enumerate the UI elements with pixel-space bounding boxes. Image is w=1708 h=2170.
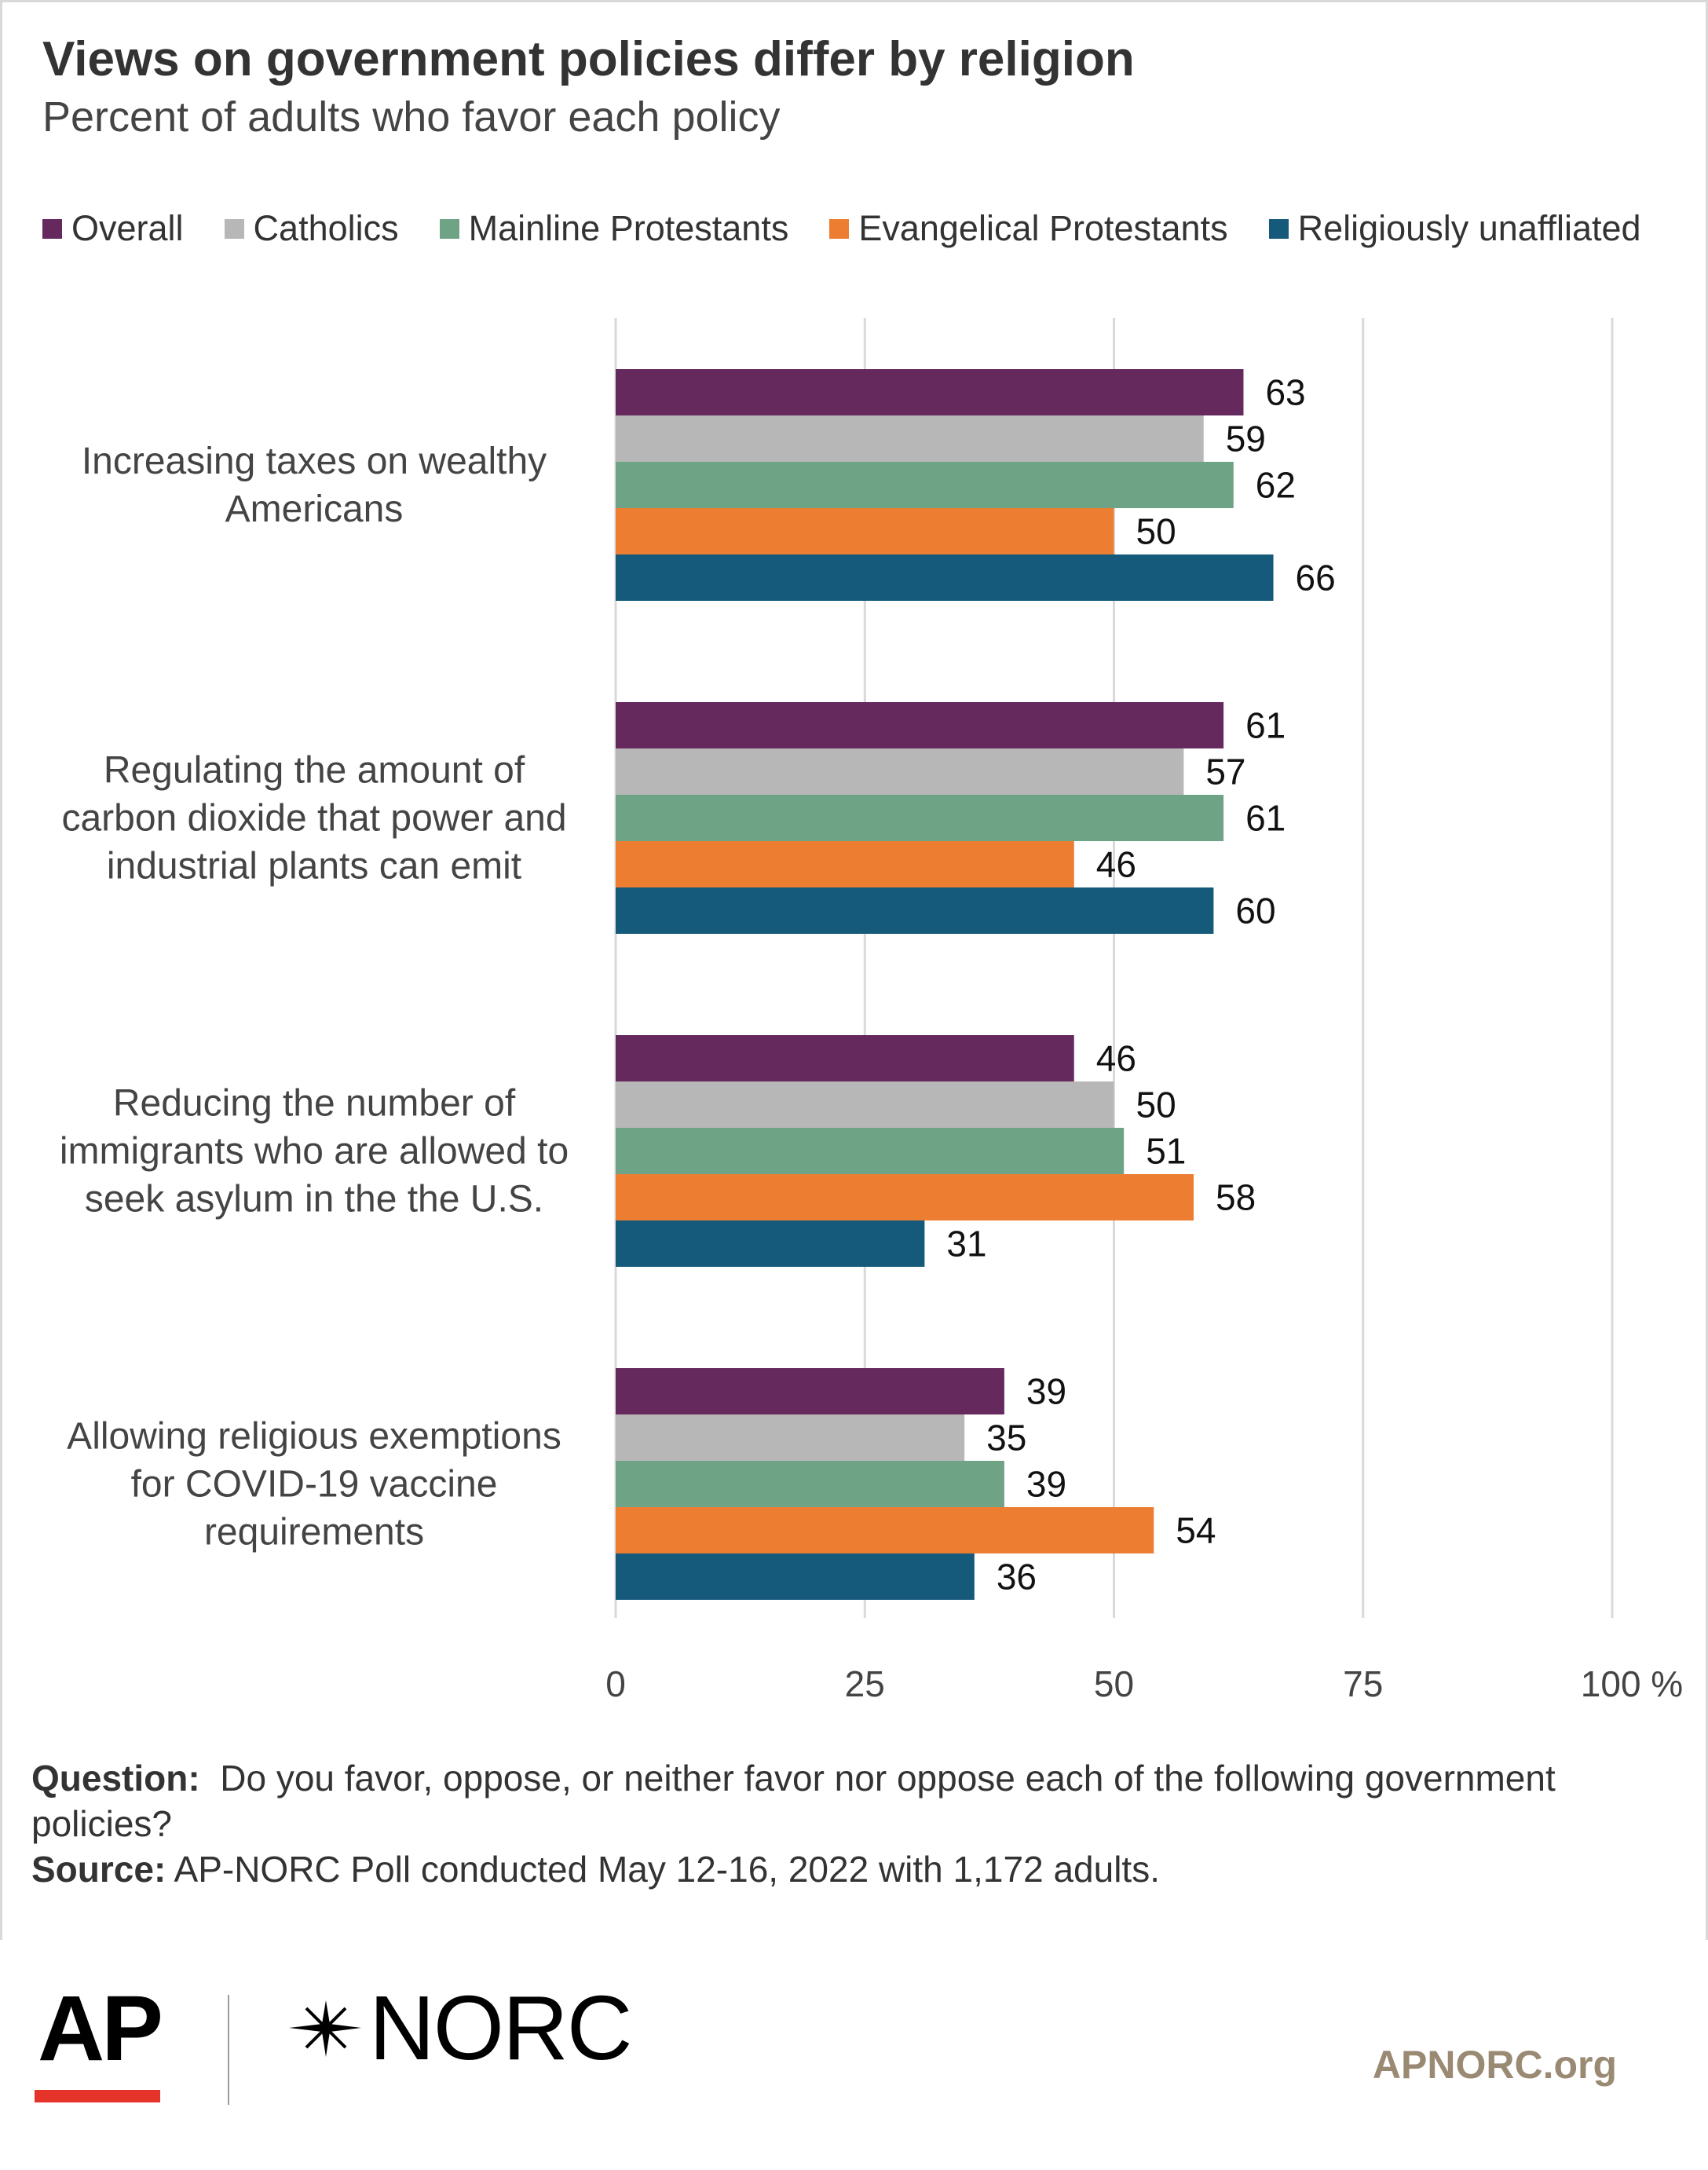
bar (616, 748, 1184, 795)
data-label: 46 (1096, 1038, 1136, 1079)
data-label: 62 (1256, 465, 1296, 506)
chart-title: Views on government policies differ by r… (42, 32, 1135, 86)
legend-swatch (829, 218, 850, 239)
category-label: Regulating the amount of (104, 750, 525, 792)
data-label: 36 (997, 1557, 1037, 1597)
bar (616, 1368, 1004, 1414)
category-label: Increasing taxes on wealthy (82, 441, 547, 482)
bar (616, 1220, 925, 1267)
footer (0, 1940, 1708, 2170)
bar (616, 554, 1274, 601)
ap-logo: AP (38, 1977, 163, 2080)
legend-item-unaffiliated: Religiously unaffliated (1268, 208, 1641, 249)
category-label: Americans (225, 489, 404, 530)
data-label: 61 (1245, 798, 1286, 839)
ap-logo-underline (35, 2090, 160, 2102)
data-label: 58 (1216, 1177, 1256, 1218)
legend-label: Mainline Protestants (468, 208, 789, 248)
legend-swatch (439, 218, 459, 239)
bar (616, 415, 1204, 462)
question-label: Question: (31, 1758, 200, 1799)
source-label: Source: (31, 1849, 166, 1890)
x-tick-label: 75 (1343, 1663, 1383, 1704)
legend-swatch (224, 218, 244, 239)
data-label: 50 (1136, 511, 1176, 552)
chart-subtitle: Percent of adults who favor each policy (42, 93, 781, 141)
data-label: 61 (1245, 705, 1286, 746)
category-label: Allowing religious exemptions (67, 1416, 561, 1458)
chart-notes: Question: Do you favor, oppose, or neith… (31, 1755, 1673, 1892)
norc-star-icon (289, 2000, 361, 2057)
x-tick-label: 0 (605, 1663, 626, 1704)
question-note: Question: Do you favor, oppose, or neith… (31, 1755, 1673, 1846)
bar (616, 1081, 1114, 1128)
legend-label: Overall (71, 208, 184, 248)
bar (616, 1174, 1194, 1220)
legend-label: Catholics (253, 208, 399, 248)
bar (616, 1553, 975, 1600)
legend-item-overall: Overall (42, 208, 184, 249)
data-label: 66 (1296, 558, 1336, 598)
data-label: 51 (1146, 1131, 1186, 1172)
bar (616, 887, 1214, 934)
bar (616, 1128, 1125, 1174)
bar (616, 1507, 1154, 1553)
bar (616, 508, 1114, 554)
source-note: Source: AP-NORC Poll conducted May 12-16… (31, 1846, 1673, 1892)
bar (616, 1414, 965, 1461)
legend-label: Evangelical Protestants (858, 208, 1228, 248)
norc-logo-text: NORC (369, 1977, 633, 2079)
data-label: 35 (986, 1418, 1026, 1458)
bar (616, 369, 1244, 415)
category-label: carbon dioxide that power and (61, 798, 566, 840)
legend: Overall Catholics Mainline Protestants E… (42, 208, 1641, 249)
data-label: 57 (1205, 752, 1245, 792)
bar (616, 462, 1234, 508)
bar (616, 1035, 1074, 1081)
site-link[interactable]: APNORC.org (1372, 2043, 1617, 2087)
x-tick-label: 50 (1094, 1663, 1134, 1704)
category-label: immigrants who are allowed to (60, 1131, 569, 1173)
bar (616, 795, 1224, 841)
data-label: 39 (1026, 1464, 1066, 1505)
legend-item-catholics: Catholics (224, 208, 399, 249)
data-label: 31 (946, 1224, 986, 1264)
bar (616, 841, 1074, 887)
legend-item-mainline: Mainline Protestants (439, 208, 789, 249)
data-label: 63 (1265, 372, 1305, 413)
data-label: 46 (1096, 844, 1136, 885)
bar (616, 1461, 1004, 1507)
bar (616, 702, 1224, 748)
legend-swatch (1268, 218, 1289, 239)
legend-item-evangelical: Evangelical Protestants (829, 208, 1228, 249)
source-text: AP-NORC Poll conducted May 12-16, 2022 w… (174, 1849, 1160, 1890)
category-label: Reducing the number of (113, 1083, 516, 1125)
category-label: requirements (204, 1512, 424, 1553)
data-label: 60 (1235, 891, 1275, 931)
data-label: 39 (1026, 1371, 1066, 1412)
category-label: industrial plants can emit (107, 846, 521, 887)
norc-logo: NORC (283, 1975, 633, 2080)
category-label: for COVID-19 vaccine (131, 1464, 498, 1506)
x-tick-label: 100 % (1581, 1663, 1683, 1704)
legend-label: Religiously unaffliated (1297, 208, 1641, 248)
x-tick-label: 25 (845, 1663, 885, 1704)
legend-swatch (42, 218, 62, 239)
logo-divider (228, 1995, 229, 2105)
question-text: Do you favor, oppose, or neither favor n… (31, 1758, 1556, 1844)
data-label: 59 (1226, 419, 1266, 459)
data-label: 50 (1136, 1085, 1176, 1125)
category-label: seek asylum in the the U.S. (85, 1179, 543, 1220)
bar-chart: 0 25 50 75 100 % 63 59 62 50 66 Increasing taxes o… (60, 318, 1683, 1704)
data-label: 54 (1176, 1510, 1216, 1551)
